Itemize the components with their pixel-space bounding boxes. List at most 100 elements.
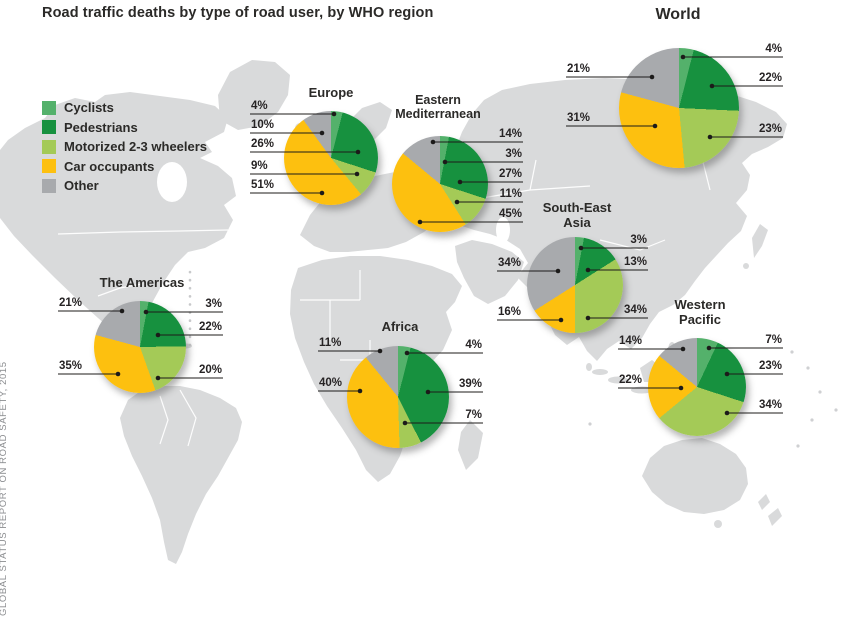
callout-label-western-pacific-car_occupants: 22% <box>619 374 643 386</box>
callout-label-world-car_occupants: 31% <box>567 112 591 124</box>
callout-label-africa-motorized_2_3_wheelers: 7% <box>465 409 482 421</box>
callout-label-the-americas-other: 21% <box>59 297 83 309</box>
callout-label-europe-cyclists: 4% <box>251 100 268 112</box>
legend-label-other: Other <box>64 178 99 193</box>
tasmania <box>714 520 722 528</box>
madagascar <box>458 420 483 470</box>
sri-lanka <box>586 363 592 371</box>
border-line <box>599 239 666 251</box>
ocean-speck <box>588 422 592 426</box>
pie-south-east-asia <box>527 237 623 333</box>
callout-label-world-motorized_2_3_wheelers: 23% <box>758 123 782 135</box>
callout-label-europe-motorized_2_3_wheelers: 9% <box>251 160 268 172</box>
region-title-world: World <box>655 6 701 23</box>
callout-label-western-pacific-other: 14% <box>619 335 643 347</box>
south-america <box>120 386 242 564</box>
region-title-europe: Europe <box>308 85 354 100</box>
ocean-speck <box>796 444 800 448</box>
source-note: GLOBAL STATUS REPORT ON ROAD SAFETY, 201… <box>0 361 9 616</box>
ocean-speck <box>810 418 814 422</box>
region-title-south-east-asia: South-East Asia <box>542 200 612 230</box>
callout-label-western-pacific-pedestrians: 23% <box>758 360 782 372</box>
arctic-island <box>588 94 594 100</box>
ocean-speck <box>834 408 838 412</box>
japan <box>752 224 768 258</box>
callout-label-europe-other: 10% <box>251 119 275 131</box>
callout-label-western-pacific-cyclists: 7% <box>765 334 782 346</box>
callout-label-world-other: 21% <box>567 63 591 75</box>
japan-island <box>743 263 749 269</box>
callout-label-south-east-asia-car_occupants: 16% <box>498 306 522 318</box>
callout-label-eastern-mediterranean-pedestrians: 27% <box>498 168 522 180</box>
callout-label-africa-pedestrians: 39% <box>458 378 482 390</box>
pie-western-pacific <box>648 338 746 436</box>
border-line <box>179 389 197 447</box>
legend-swatch-other <box>42 178 56 193</box>
australia <box>642 438 748 514</box>
callout-label-south-east-asia-cyclists: 3% <box>630 234 647 246</box>
callout-label-africa-car_occupants: 40% <box>319 377 343 389</box>
callout-label-africa-other: 11% <box>319 337 342 349</box>
callout-label-the-americas-cyclists: 3% <box>205 298 222 310</box>
callout-label-the-americas-pedestrians: 22% <box>198 321 222 333</box>
legend-swatch-car_occupants <box>42 159 56 173</box>
border-line <box>529 159 537 191</box>
callout-label-eastern-mediterranean-car_occupants: 45% <box>498 208 522 220</box>
region-title-the-americas: The Americas <box>99 275 185 290</box>
callout-label-the-americas-car_occupants: 35% <box>59 360 83 372</box>
pie-world <box>619 48 739 168</box>
legend-swatch-cyclists <box>42 100 56 115</box>
arabian-peninsula <box>455 240 524 304</box>
callout-label-europe-car_occupants: 51% <box>251 179 275 191</box>
indonesia-island <box>608 376 628 384</box>
caspian-sea <box>496 217 510 243</box>
hudson-bay <box>157 162 187 202</box>
new-zealand <box>768 508 782 526</box>
border-line <box>159 395 169 445</box>
border-line <box>57 229 229 235</box>
region-title-western-pacific: Western Pacific <box>674 297 726 327</box>
pie-the-americas <box>94 301 186 393</box>
legend-item-other: Other <box>42 178 207 193</box>
continent-north-america <box>0 92 236 342</box>
new-zealand <box>758 494 770 510</box>
legend-item-motorized_2_3_wheelers: Motorized 2-3 wheelers <box>42 139 207 154</box>
callout-label-western-pacific-motorized_2_3_wheelers: 34% <box>758 399 782 411</box>
legend-item-cyclists: Cyclists <box>42 100 207 115</box>
arctic-island <box>572 97 578 103</box>
ocean-speck <box>806 366 810 370</box>
region-title-africa: Africa <box>381 319 419 334</box>
callout-label-south-east-asia-pedestrians: 13% <box>623 256 647 268</box>
legend-item-pedestrians: Pedestrians <box>42 120 207 135</box>
legend-swatch-pedestrians <box>42 120 56 134</box>
legend-label-motorized_2_3_wheelers: Motorized 2-3 wheelers <box>64 139 208 154</box>
callout-label-eastern-mediterranean-other: 14% <box>498 128 522 140</box>
pie-europe <box>284 111 378 205</box>
callout-label-the-americas-motorized_2_3_wheelers: 20% <box>198 364 222 376</box>
legend: Cyclists Pedestrians Motorized 2-3 wheeler… <box>42 100 207 198</box>
legend-label-cyclists: Cyclists <box>64 100 114 115</box>
legend-label-pedestrians: Pedestrians <box>64 119 138 135</box>
indonesia-island <box>592 369 608 375</box>
page-title: Road traffic deaths by type of road user… <box>42 5 434 21</box>
callout-label-europe-pedestrians: 26% <box>251 138 275 150</box>
border-line <box>97 283 143 297</box>
ocean-speck <box>818 390 822 394</box>
legend-swatch-motorized_2_3_wheelers <box>42 139 56 154</box>
callout-label-eastern-mediterranean-motorized_2_3_wheelers: 11% <box>499 188 522 200</box>
callout-label-south-east-asia-other: 34% <box>498 257 522 269</box>
callout-label-south-east-asia-motorized_2_3_wheelers: 34% <box>623 304 647 316</box>
callout-label-world-cyclists: 4% <box>765 43 782 55</box>
callout-label-africa-cyclists: 4% <box>465 339 482 351</box>
legend-label-car_occupants: Car occupants <box>64 158 155 174</box>
greenland <box>218 60 290 130</box>
callout-label-world-pedestrians: 22% <box>758 72 782 84</box>
callout-label-eastern-mediterranean-cyclists: 3% <box>505 148 522 160</box>
pie-africa <box>347 346 449 448</box>
legend-item-car_occupants: Car occupants <box>42 159 207 174</box>
pie-eastern-mediterranean <box>392 136 488 232</box>
region-title-eastern-mediterranean: Eastern Mediterranean <box>395 93 481 122</box>
ocean-speck <box>790 350 794 354</box>
